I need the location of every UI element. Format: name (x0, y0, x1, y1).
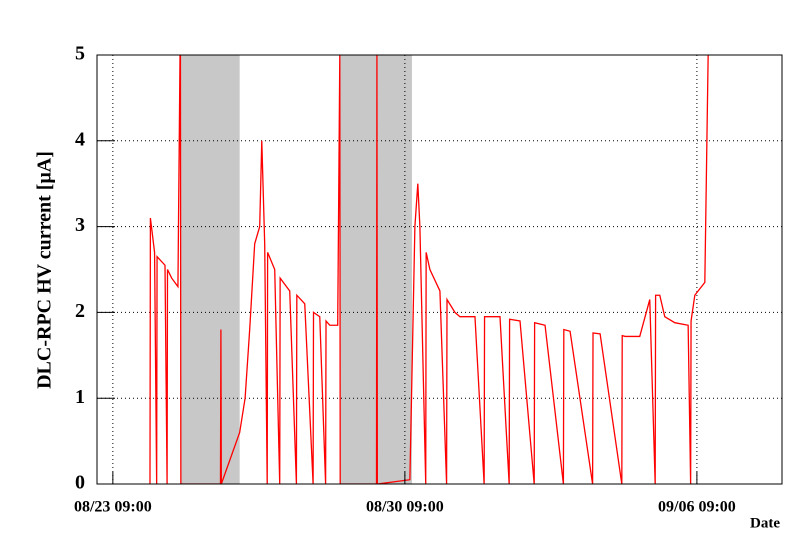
y-tick-label: 1 (75, 386, 85, 408)
y-axis-title: DLC-RPC HV current [μA] (34, 151, 56, 389)
y-tick-label: 4 (75, 128, 85, 150)
y-tick-label: 3 (75, 214, 85, 236)
x-tick-label: 09/06 09:00 (658, 499, 736, 516)
data-line (149, 55, 709, 484)
frame (96, 54, 783, 485)
x-axis-title: Date (750, 515, 780, 531)
y-tick-label: 2 (75, 300, 85, 322)
plot-area (149, 55, 709, 484)
shaded-range (339, 55, 412, 484)
x-tick-label: 08/30 09:00 (366, 499, 444, 516)
x-tick-label: 08/23 09:00 (74, 499, 152, 516)
y-tick-label: 0 (75, 472, 85, 494)
y-tick-label: 5 (75, 43, 85, 65)
shaded-range (180, 55, 240, 484)
shades (180, 55, 412, 484)
